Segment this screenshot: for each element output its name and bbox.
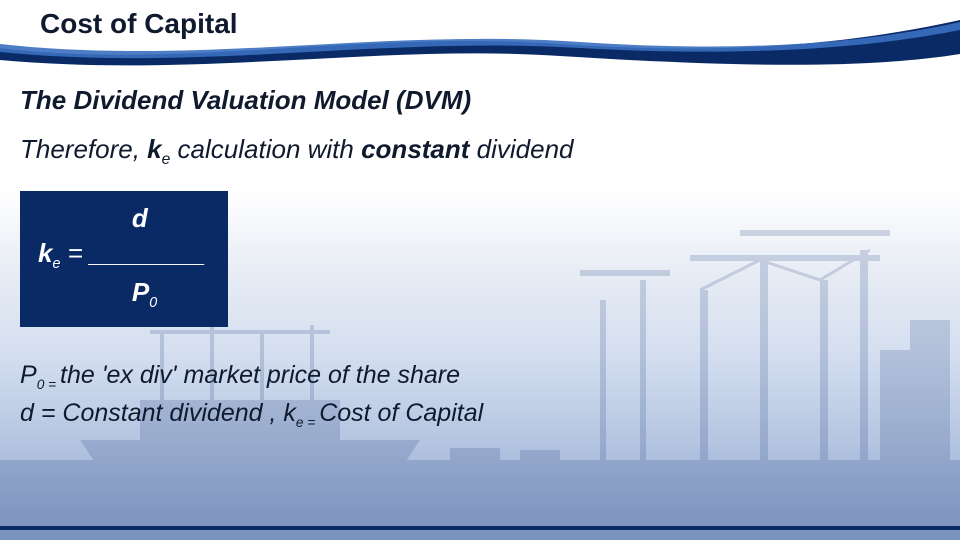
slide-content: The Dividend Valuation Model (DVM) There…: [0, 70, 960, 433]
lead-middle: calculation with: [170, 134, 361, 164]
formula-eq-line: = ________: [60, 238, 205, 268]
def2-eq: =: [304, 415, 320, 430]
definition-line-1: P0 = the 'ex div' market price of the sh…: [20, 357, 940, 395]
formula-denom-row: P0: [38, 275, 206, 313]
definition-line-2: d = Constant dividend , ke = Cost of Cap…: [20, 395, 940, 433]
definitions: P0 = the 'ex div' market price of the sh…: [20, 357, 940, 433]
lead-suffix: dividend: [469, 134, 573, 164]
def1-text: the 'ex div' market price of the share: [60, 361, 460, 389]
formula-k: k: [38, 238, 52, 268]
def2-k: k: [283, 399, 296, 427]
lead-constant: constant: [361, 134, 469, 164]
formula-denom-sub: 0: [149, 295, 157, 311]
def2-text: Cost of Capital: [319, 399, 483, 427]
def2-prefix: d = Constant dividend ,: [20, 399, 283, 427]
section-title: The Dividend Valuation Model (DVM): [20, 85, 940, 116]
formula-box: d ke = ________ P0: [20, 191, 228, 327]
formula-denom-indent: [38, 277, 132, 307]
formula-denom-P: P: [132, 277, 149, 307]
def1-P: P: [20, 361, 37, 389]
formula-lhs-row: ke = ________: [38, 236, 206, 274]
def2-sub: e: [296, 415, 304, 430]
formula-num-indent: [38, 203, 132, 233]
formula-numerator-row: d: [38, 201, 206, 236]
footer-line: [0, 526, 960, 530]
slide-header: Cost of Capital: [0, 0, 960, 70]
lead-prefix: Therefore,: [20, 134, 147, 164]
page-title: Cost of Capital: [40, 8, 238, 40]
formula-numerator: d: [132, 203, 148, 233]
def1-eq: =: [44, 377, 60, 392]
lead-sentence: Therefore, ke calculation with constant …: [20, 134, 940, 169]
lead-k: k: [147, 134, 161, 164]
